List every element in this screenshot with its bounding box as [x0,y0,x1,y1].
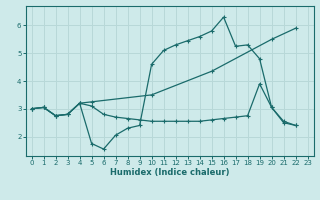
X-axis label: Humidex (Indice chaleur): Humidex (Indice chaleur) [110,168,229,177]
